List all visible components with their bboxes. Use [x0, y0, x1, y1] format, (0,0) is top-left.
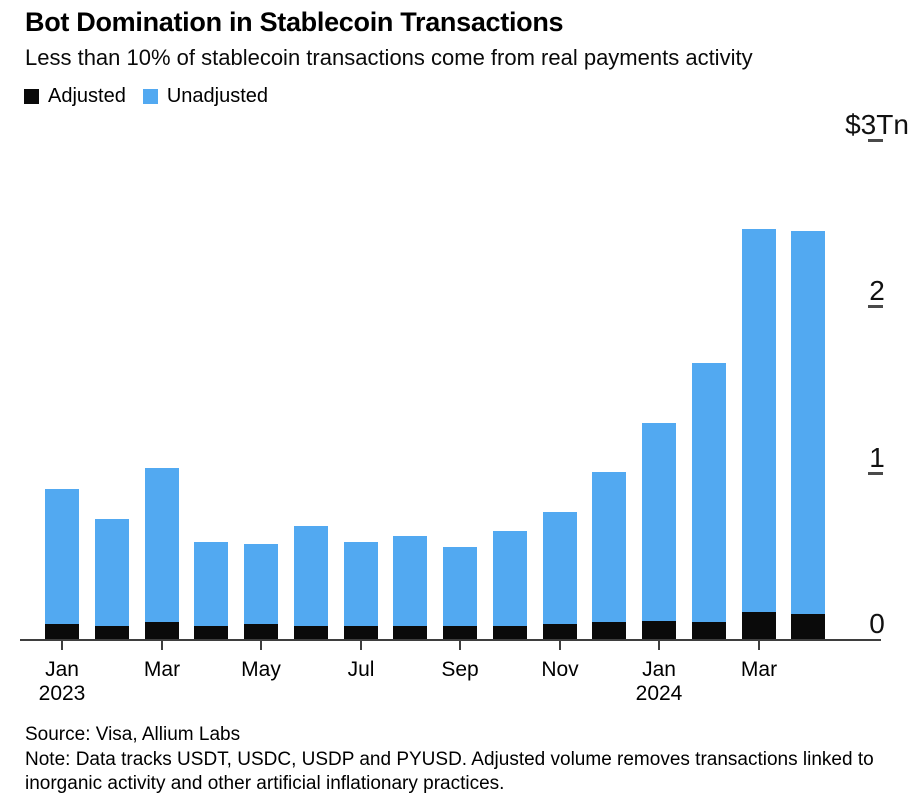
bar-unadjusted-segment [294, 526, 328, 626]
chart-subtitle: Less than 10% of stablecoin transactions… [25, 45, 753, 70]
note-line: Note: Data tracks USDT, USDC, USDP and P… [25, 749, 874, 794]
bar-adjusted-segment [145, 622, 179, 639]
x-tick-mark [360, 641, 362, 650]
x-tick-label: Jan [642, 658, 676, 681]
bar-unadjusted-segment [45, 489, 79, 624]
bar-adjusted-segment [742, 612, 776, 639]
x-tick-label: May [241, 658, 281, 681]
bar-unadjusted-segment [592, 472, 626, 622]
bar-unadjusted-segment [791, 231, 825, 614]
bar-adjusted-segment [244, 624, 278, 639]
y-tick-dash [868, 139, 883, 142]
y-tick-dash [868, 472, 883, 475]
bar-unadjusted-segment [393, 536, 427, 626]
bar-unadjusted-segment [642, 423, 676, 621]
legend-label-unadjusted: Unadjusted [166, 85, 269, 107]
x-tick-label: Mar [740, 658, 778, 681]
bar-adjusted-segment [493, 626, 527, 639]
y-tick-label: 2 [869, 275, 885, 306]
bar-unadjusted-segment [742, 229, 776, 612]
bar-adjusted-segment [791, 614, 825, 639]
x-tick-mark [459, 641, 461, 650]
bar-unadjusted-segment [443, 547, 477, 626]
bar-adjusted-segment [443, 626, 477, 639]
y-tick-label: 0 [869, 608, 885, 639]
legend-item-unadjusted: Unadjusted [142, 85, 269, 107]
bar-adjusted-segment [344, 626, 378, 639]
bar-unadjusted-segment [95, 519, 129, 626]
x-tick-label: Jul [347, 658, 375, 681]
page-title: Bot Domination in Stablecoin Transaction… [25, 7, 564, 37]
chart-legend: Adjusted Unadjusted [24, 86, 268, 106]
bar-adjusted-segment [95, 626, 129, 639]
legend-item-adjusted: Adjusted [24, 86, 126, 106]
bar-unadjusted-segment [543, 512, 577, 624]
unadjusted-swatch-icon [142, 88, 158, 104]
chart-footer: Source: Visa, Allium Labs Note: Data tra… [25, 723, 905, 796]
bar-unadjusted-segment [145, 468, 179, 622]
bar-adjusted-segment [194, 626, 228, 639]
source-line: Source: Visa, Allium Labs [25, 724, 241, 745]
bar-adjusted-segment [45, 624, 79, 639]
legend-label-adjusted: Adjusted [48, 85, 126, 107]
x-tick-label: Mar [143, 658, 181, 681]
bar-unadjusted-segment [344, 542, 378, 626]
x-tick-mark [61, 641, 63, 650]
bar-adjusted-segment [393, 626, 427, 639]
y-tick-dash [868, 305, 883, 308]
x-tick-label: Jan [45, 658, 79, 681]
x-tick-label: Sep [441, 658, 479, 681]
x-tick-mark [658, 641, 660, 650]
x-tick-mark [260, 641, 262, 650]
bar-adjusted-segment [294, 626, 328, 639]
x-tick-mark [559, 641, 561, 650]
bar-unadjusted-segment [244, 544, 278, 624]
bar-adjusted-segment [692, 622, 726, 639]
bar-unadjusted-segment [692, 363, 726, 622]
x-tick-year-label: 2023 [38, 682, 86, 705]
y-tick-label: 1 [869, 442, 885, 473]
x-tick-mark [161, 641, 163, 650]
adjusted-swatch-icon [24, 88, 39, 104]
x-tick-year-label: 2024 [635, 682, 683, 705]
bar-adjusted-segment [543, 624, 577, 639]
bar-unadjusted-segment [194, 542, 228, 626]
bar-adjusted-segment [642, 621, 676, 639]
bar-unadjusted-segment [493, 531, 527, 626]
x-tick-mark [758, 641, 760, 650]
x-axis-line [20, 639, 881, 641]
y-tick-label: $3Tn [845, 109, 909, 140]
x-tick-label: Nov [541, 658, 579, 681]
bar-adjusted-segment [592, 622, 626, 639]
